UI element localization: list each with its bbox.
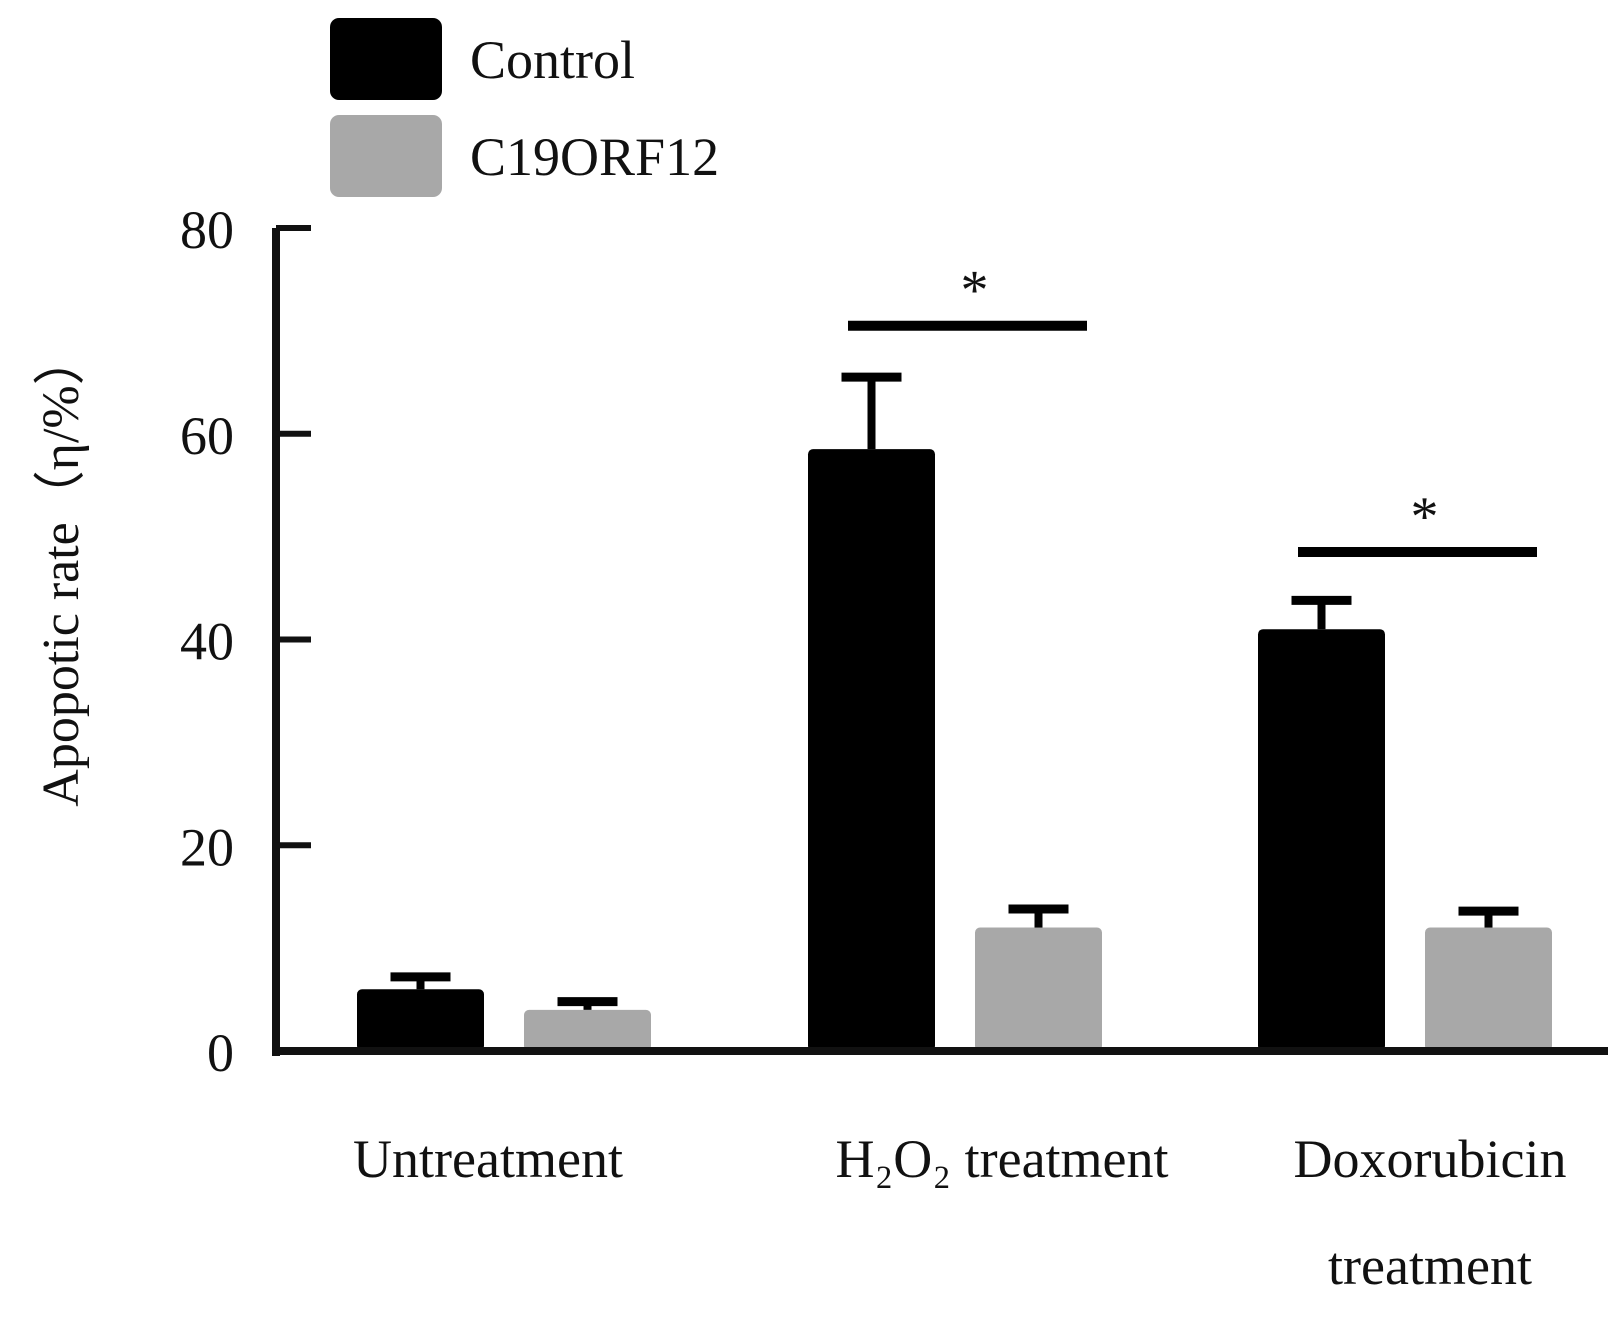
- y-axis-label: Apopotic rate（η/%）: [33, 333, 90, 806]
- legend: Control C19ORF12: [330, 18, 719, 197]
- category-label: Doxorubicin: [1294, 1129, 1567, 1189]
- legend-swatch: [330, 115, 442, 197]
- category-label: treatment: [1328, 1236, 1532, 1296]
- bars: [357, 372, 1552, 1051]
- bar: [1425, 927, 1552, 1051]
- y-tick-label: 60: [180, 406, 234, 466]
- y-tick-label: 0: [207, 1023, 234, 1083]
- y-axis: 0 20 40 60 80 Apopotic rate（η/%）: [33, 200, 311, 1083]
- y-tick-label: 40: [180, 612, 234, 672]
- significance-markers: **: [848, 260, 1537, 558]
- category-label: Untreatment: [353, 1129, 623, 1189]
- bar: [357, 989, 484, 1051]
- bar: [808, 449, 935, 1051]
- category-label: H₂O₂ treatment: [835, 1129, 1168, 1189]
- y-tick-label: 20: [180, 817, 234, 877]
- legend-label: Control: [470, 30, 635, 90]
- x-axis: Untreatment H₂O₂ treatment Doxorubicin trea…: [272, 1047, 1608, 1296]
- bar: [1258, 629, 1385, 1051]
- legend-label: C19ORF12: [470, 127, 719, 187]
- bar: [524, 1009, 651, 1051]
- significance-label: *: [1411, 486, 1439, 548]
- legend-swatch: [330, 18, 442, 100]
- y-tick-label: 80: [180, 200, 234, 260]
- bar: [975, 927, 1102, 1051]
- significance-label: *: [961, 260, 989, 322]
